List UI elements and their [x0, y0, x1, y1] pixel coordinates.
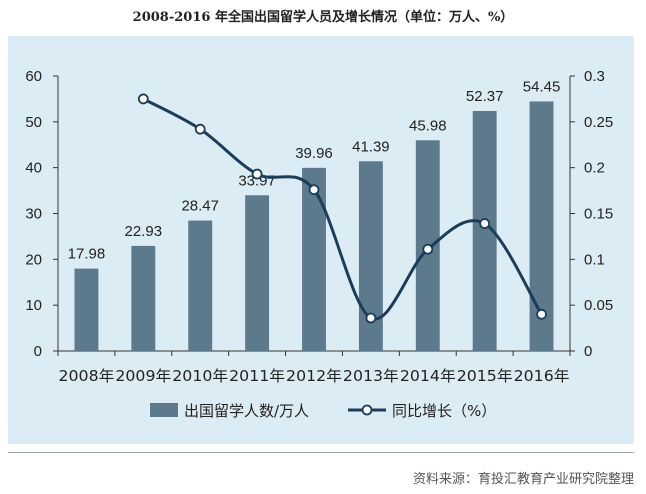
- growth-point: [308, 184, 320, 196]
- x-tick-label: 2010年: [172, 367, 228, 385]
- x-tick-label: 2016年: [514, 367, 570, 385]
- y2-tick-label: 0: [584, 343, 592, 360]
- growth-point: [137, 93, 149, 105]
- legend-line-label: 同比增长（%）: [392, 402, 496, 420]
- x-tick-label: 2011年: [229, 367, 285, 385]
- bar: [472, 110, 497, 352]
- legend-bar-swatch: [150, 403, 178, 417]
- footer-divider: [8, 452, 634, 453]
- growth-point: [536, 308, 547, 320]
- bar: [529, 101, 554, 351]
- bar-value-label: 52.37: [466, 88, 504, 105]
- growth-point: [365, 312, 377, 324]
- x-tick-label: 2015年: [457, 367, 513, 385]
- y2-tick-label: 0.2: [584, 160, 605, 177]
- y2-tick-label: 0.3: [584, 68, 605, 85]
- y-tick-label: 50: [25, 114, 42, 131]
- y2-tick-label: 0.05: [584, 297, 613, 314]
- bar-value-label: 39.96: [295, 145, 333, 162]
- chart-title: 2008-2016 年全国出国留学人员及增长情况（单位：万人、%）: [132, 10, 514, 25]
- x-tick-label: 2008年: [59, 367, 115, 385]
- growth-point: [251, 168, 263, 180]
- y-tick-label: 60: [25, 68, 42, 85]
- y2-tick-label: 0.1: [584, 251, 605, 268]
- bar: [302, 167, 326, 351]
- bar: [358, 161, 383, 351]
- y-tick-label: 10: [25, 297, 42, 314]
- bar-value-label: 22.93: [125, 223, 163, 240]
- legend-line-marker: [361, 404, 373, 416]
- bar: [245, 195, 270, 351]
- bar: [131, 245, 156, 351]
- legend-bar-label: 出国留学人数/万人: [184, 402, 309, 420]
- combo-chart: 0 10 20 30 40 50 60 0 0.05 0.1 0.15 0.2 0.25 0.3 2008年…: [25, 68, 613, 420]
- bar-value-label: 28.47: [181, 198, 219, 215]
- y-tick-label: 30: [25, 206, 42, 223]
- bar-value-label: 54.45: [523, 78, 561, 95]
- growth-point: [422, 243, 434, 255]
- growth-point: [194, 123, 206, 135]
- x-tick-label: 2013年: [343, 367, 399, 385]
- bar-value-label: 41.39: [352, 138, 390, 155]
- x-tick-label: 2009年: [115, 367, 171, 385]
- growth-point: [479, 218, 491, 229]
- y-tick-label: 40: [25, 160, 42, 177]
- y2-tick-label: 0.25: [584, 114, 613, 131]
- bar: [74, 268, 99, 351]
- y-tick-label: 0: [34, 343, 42, 360]
- x-tick-label: 2012年: [286, 367, 342, 385]
- bar-value-label: 17.98: [68, 246, 106, 263]
- y-tick-label: 20: [25, 251, 42, 268]
- bar-value-label: 45.98: [409, 117, 447, 134]
- x-tick-label: 2014年: [400, 367, 456, 385]
- bar: [188, 220, 213, 351]
- y2-tick-label: 0.15: [584, 206, 613, 223]
- source-note: 资料来源：育投汇教育产业研究院整理: [412, 472, 634, 487]
